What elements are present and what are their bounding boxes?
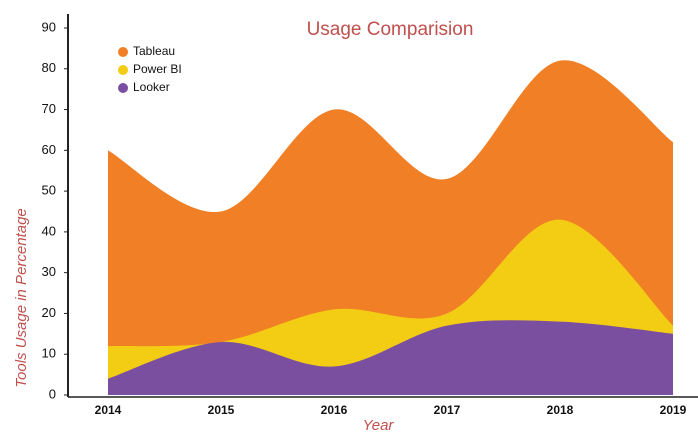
y-tick-label: 80 [42, 60, 56, 75]
legend-marker [118, 65, 128, 75]
chart-title: Usage Comparision [307, 19, 474, 40]
x-tick-label: 2016 [321, 403, 348, 417]
legend-marker [118, 83, 128, 93]
y-tick-label: 70 [42, 101, 56, 116]
y-tick-label: 10 [42, 346, 56, 361]
y-tick-label: 40 [42, 223, 56, 238]
x-tick-label: 2019 [660, 403, 687, 417]
y-tick-label: 0 [49, 386, 56, 401]
plot-area [108, 60, 673, 396]
x-tick-label: 2018 [547, 403, 574, 417]
y-tick-label: 50 [42, 183, 56, 198]
y-tick-label: 20 [42, 305, 56, 320]
legend-label: Looker [133, 80, 170, 94]
x-tick-label: 2017 [434, 403, 461, 417]
y-tick-label: 60 [42, 142, 56, 157]
legend-label: Tableau [133, 44, 175, 58]
x-axis-label: Year [363, 417, 395, 434]
y-axis-label: Tools Usage in Percentage [13, 208, 30, 388]
x-tick-label: 2014 [95, 403, 122, 417]
x-tick-label: 2015 [208, 403, 235, 417]
y-tick-label: 30 [42, 264, 56, 279]
legend-marker [118, 47, 128, 57]
legend-label: Power BI [133, 62, 182, 76]
area [108, 320, 673, 395]
y-tick-label: 90 [42, 19, 56, 34]
